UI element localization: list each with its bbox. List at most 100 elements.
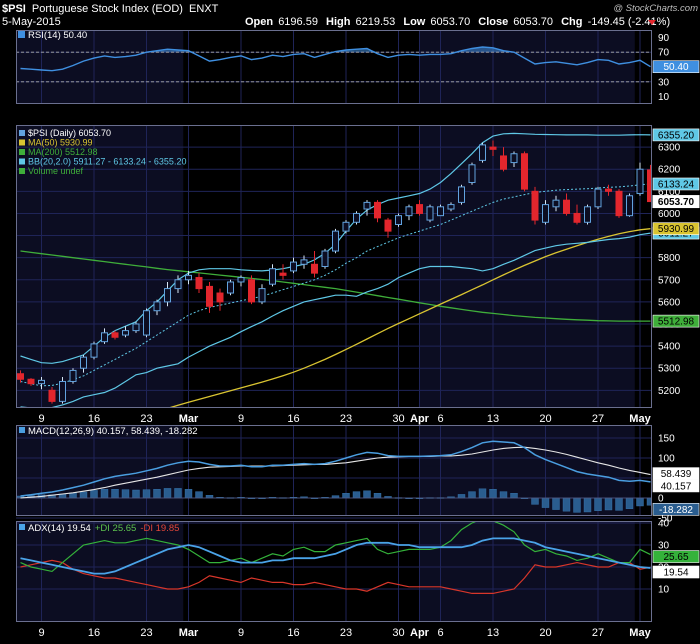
candle-up: [185, 274, 192, 281]
candle: [17, 370, 24, 383]
candle: [447, 202, 455, 212]
candle: [48, 386, 56, 404]
x-axis-label-top: May: [629, 413, 651, 425]
candle-up: [90, 343, 98, 358]
rsi-tick-label: 70: [658, 48, 670, 59]
candle: [111, 330, 119, 340]
chg-value: -149.45 (-2.41%): [588, 16, 671, 28]
candle-up: [353, 212, 360, 223]
candle-down: [195, 277, 203, 290]
x-axis-label-bottom: May: [629, 627, 651, 639]
price-tick-label: 5600: [658, 297, 681, 308]
candle-up: [426, 206, 434, 221]
macd-hist-tag-label: -18.282: [659, 505, 693, 516]
x-axis-label-top: 23: [140, 413, 152, 425]
adx-tag: 19.54: [652, 565, 700, 579]
candle: [374, 200, 381, 223]
candle-up: [227, 281, 234, 294]
candle-down: [279, 272, 287, 276]
macd-panel-month-band: [634, 425, 652, 516]
macd-hist-bar: [541, 497, 550, 508]
macd-tick-label: 100: [658, 454, 675, 465]
candle: [101, 328, 108, 344]
x-axis-label-top: 23: [340, 413, 352, 425]
macd-legend: MACD(12,26,9) 40.157, 58.439, -18.282: [28, 426, 198, 437]
candle: [405, 204, 413, 221]
macd-hist-bar: [373, 493, 382, 499]
candle-up: [69, 369, 77, 382]
candle-up: [468, 164, 476, 183]
adx-legend: ADX(14) 19.54 +DI 25.65 -DI 19.85: [28, 523, 179, 534]
price-tick-label: 5400: [658, 342, 681, 353]
candle-up: [290, 261, 297, 272]
ma50-tag: 5930.99: [652, 222, 700, 235]
candle: [615, 189, 623, 218]
candles: [17, 140, 652, 404]
price-tick-label: 6100: [658, 187, 681, 198]
candle-up: [479, 144, 486, 161]
rsi-line: [20, 46, 651, 72]
candle-up: [153, 301, 161, 312]
close-label: Close: [478, 16, 508, 28]
candle: [510, 151, 518, 168]
x-axis-label-top: 13: [487, 413, 499, 425]
candle-down: [615, 190, 623, 217]
candle: [195, 273, 203, 294]
x-axis-label-bottom: 9: [38, 627, 44, 639]
price-legend-swatch: [19, 139, 25, 146]
candle: [90, 341, 98, 360]
x-axis-label-top: Mar: [179, 413, 199, 425]
rsi-tick-label: 30: [658, 77, 670, 88]
macd-hist-bar: [111, 489, 119, 499]
price-legend-entry: MA(50) 5930.99: [28, 138, 93, 148]
price-tick-label: 5700: [658, 275, 681, 286]
x-axis-label-bottom: 9: [238, 627, 244, 639]
ma200-tag-box: [652, 314, 700, 328]
macd-hist-bar: [163, 488, 172, 499]
candle: [80, 354, 87, 373]
candle: [164, 281, 171, 307]
macd-hist-bar: [489, 489, 497, 499]
macd-hist-bar: [342, 493, 350, 499]
x-axis-label-bottom: 20: [539, 627, 551, 639]
ma50-tag-label: 5930.99: [658, 224, 695, 235]
adx-tick-label: 10: [658, 585, 670, 596]
candle: [216, 288, 224, 311]
rsi-tag-box: [652, 60, 700, 74]
candle: [69, 368, 77, 384]
pdi-tag-label: 25.65: [663, 552, 688, 563]
candle-up: [510, 153, 518, 164]
candle: [290, 257, 297, 274]
candle: [237, 275, 245, 287]
candle-up: [101, 332, 108, 343]
price-legend-entry: $PSI (Daily) 6053.70: [28, 128, 111, 138]
price-tick-label: 5300: [658, 364, 681, 375]
macd-hist-bar: [625, 497, 634, 510]
adx-legend-adx: ADX(14) 19.54: [28, 523, 91, 534]
price-legend-swatch: [19, 168, 25, 174]
candle-up: [458, 186, 465, 203]
candle-down: [48, 389, 56, 402]
macd-hist-bar: [352, 491, 361, 499]
candle: [363, 200, 371, 216]
macd-panel-border: [16, 425, 652, 516]
adx-tick-label: 30: [658, 541, 670, 552]
candle: [636, 162, 644, 196]
candle: [248, 275, 255, 305]
macd-panel-month-band: [183, 425, 420, 516]
candle-down: [27, 378, 35, 385]
ma50-tag-box: [652, 222, 700, 235]
candle-up: [332, 230, 339, 252]
candle-down: [500, 155, 507, 170]
price-panel-border: [16, 125, 652, 408]
macd-hist-bar: [153, 489, 161, 499]
candle-up: [164, 288, 171, 303]
macd-hist-bar: [478, 488, 487, 499]
candle: [521, 151, 528, 192]
symbol: $PSI: [2, 3, 26, 15]
candle-down: [647, 169, 652, 203]
down-arrow-icon: [648, 20, 656, 25]
candle-up: [321, 250, 329, 267]
close-value: 6053.70: [513, 16, 553, 28]
